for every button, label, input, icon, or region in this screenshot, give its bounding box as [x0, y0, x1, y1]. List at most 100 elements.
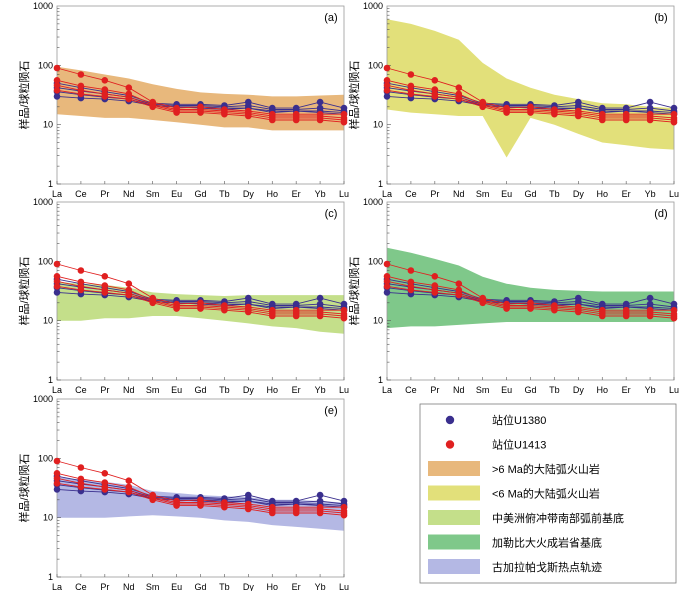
legend-label-gt6: >6 Ma的大陆弧火山岩 — [492, 462, 600, 476]
panel-label-a: (a) — [324, 12, 337, 24]
x-tick-label-Eu-c: Eu — [171, 385, 182, 395]
point-U1413-0-Pr-panel-d — [431, 273, 439, 280]
x-tick-label-La-a: La — [52, 189, 62, 199]
x-tick-label-Ho-d: Ho — [596, 385, 608, 395]
point-U1413-3-Tb-panel-b — [551, 110, 558, 118]
y-tick-label-c: 1 — [48, 375, 53, 385]
x-tick-label-Tb-d: Tb — [549, 385, 560, 395]
x-tick-label-La-e: La — [52, 582, 62, 591]
y-tick-label-c: 1000 — [33, 197, 53, 207]
panel-e: 1 10 100 1000 La Ce Pr Nd Sm Eu Gd Tb Dy Ho Er Yb Lu 样品/球… — [17, 394, 349, 591]
x-tick-label-Ce-c: Ce — [75, 385, 87, 395]
point-U1380-0-Yb-panel-b — [646, 98, 654, 106]
point-U1413-0-Pr-panel-e — [101, 470, 109, 477]
x-tick-label-Nd-d: Nd — [453, 385, 465, 395]
point-U1413-3-Pr-panel-e — [101, 486, 109, 493]
point-U1413-3-Yb-panel-e — [316, 509, 324, 517]
x-tick-label-Dy-c: Dy — [243, 385, 254, 395]
x-tick-label-Tb-e: Tb — [219, 582, 230, 591]
point-U1413-0-La-panel-b — [383, 64, 391, 72]
point-U1413-3-Nd-panel-d — [455, 291, 463, 299]
y-tick-label-c: 100 — [38, 256, 53, 266]
y-tick-label-b: 100 — [368, 60, 383, 70]
point-U1413-0-La-panel-d — [383, 260, 391, 268]
point-U1413-3-Dy-panel-c — [245, 308, 252, 316]
x-tick-label-Sm-e: Sm — [146, 582, 160, 591]
point-U1413-0-Nd-panel-d — [455, 280, 463, 288]
y-tick-label-b: 1000 — [363, 1, 383, 11]
legend-swatch-hot — [428, 559, 480, 574]
point-U1413-3-Yb-panel-d — [646, 312, 654, 320]
point-U1413-3-Yb-panel-b — [646, 116, 654, 124]
point-U1413-3-Er-panel-c — [292, 312, 300, 320]
point-U1413-3-Ho-panel-b — [599, 116, 606, 124]
point-U1413-3-Eu-panel-c — [173, 305, 180, 312]
legend-label-u1413: 站位U1413 — [492, 438, 546, 452]
legend: 站位U1380 站位U1413 >6 Ma的大陆弧火山岩 <6 Ma的大陆弧火山岩中美… — [419, 403, 677, 584]
legend-swatch-lt6 — [428, 485, 480, 501]
x-tick-label-La-c: La — [52, 385, 62, 395]
point-U1413-3-Pr-panel-b — [431, 93, 439, 100]
x-tick-label-Gd-d: Gd — [524, 385, 536, 395]
point-U1413-3-Ho-panel-c — [269, 312, 276, 320]
x-tick-label-Er-e: Er — [292, 582, 301, 591]
x-tick-label-Yb-c: Yb — [315, 385, 326, 395]
point-U1413-3-Er-panel-d — [622, 312, 630, 320]
point-U1413-3-Sm-panel-a — [149, 103, 156, 111]
point-U1413-0-Pr-panel-b — [431, 77, 439, 84]
point-U1413-0-Ce-panel-a — [77, 71, 85, 78]
point-U1413-3-Ho-panel-e — [269, 509, 276, 517]
y-tick-label-d: 1 — [378, 375, 383, 385]
legend-swatch-gal — [428, 534, 480, 550]
x-tick-label-Pr-c: Pr — [100, 385, 109, 395]
x-tick-label-Gd-e: Gd — [194, 582, 206, 591]
point-U1413-0-Ce-panel-c — [77, 267, 85, 274]
x-tick-label-Lu-a: Lu — [339, 189, 349, 199]
point-U1413-0-Ce-panel-e — [77, 464, 85, 471]
x-tick-label-Ce-a: Ce — [75, 189, 87, 199]
x-tick-label-Dy-e: Dy — [243, 582, 254, 591]
point-U1413-3-Er-panel-a — [292, 116, 300, 124]
legend-label-gal: 加勒比大火成岩省基底 — [492, 536, 602, 550]
point-U1413-3-Gd-panel-c — [197, 305, 204, 312]
point-U1413-3-Er-panel-b — [622, 116, 630, 124]
point-U1380-3-La-panel-d — [383, 289, 391, 296]
point-U1380-0-Yb-panel-a — [316, 98, 324, 106]
x-tick-label-La-d: La — [382, 385, 392, 395]
x-tick-label-Dy-b: Dy — [573, 189, 584, 199]
point-U1413-3-Dy-panel-d — [575, 308, 582, 316]
point-U1413-3-Pr-panel-a — [101, 93, 109, 100]
point-U1413-3-Nd-panel-c — [125, 291, 133, 299]
y-tick-label-c: 10 — [43, 316, 53, 326]
point-U1413-2-La-panel-c — [53, 278, 61, 285]
y-tick-label-d: 10 — [373, 316, 383, 326]
y-tick-label-a: 1000 — [33, 1, 53, 11]
point-U1413-0-Ce-panel-d — [407, 267, 415, 274]
point-U1413-0-Nd-panel-e — [125, 477, 133, 485]
point-U1413-3-Tb-panel-a — [221, 110, 228, 118]
point-U1413-3-Pr-panel-c — [101, 289, 109, 296]
point-U1380-3-La-panel-a — [53, 93, 61, 100]
x-tick-label-Ho-e: Ho — [266, 582, 278, 591]
panel-c: 1 10 100 1000 La Ce Pr Nd Sm Eu Gd Tb Dy Ho Er Yb Lu 样品/球… — [17, 197, 349, 395]
point-U1413-0-La-panel-e — [53, 457, 61, 465]
x-tick-label-Pr-e: Pr — [100, 582, 109, 591]
point-U1413-0-Nd-panel-b — [455, 84, 463, 91]
legend-label-cam: 中美洲俯冲带南部弧前基底 — [492, 511, 624, 525]
panel-label-e: (e) — [324, 405, 337, 417]
x-tick-label-Dy-a: Dy — [243, 189, 254, 199]
point-U1413-3-Gd-panel-e — [197, 502, 204, 509]
point-U1413-3-Yb-panel-c — [316, 312, 324, 320]
x-tick-label-Nd-b: Nd — [453, 189, 465, 199]
point-U1413-3-Dy-panel-e — [245, 505, 252, 513]
panel-label-d: (d) — [654, 208, 667, 220]
x-tick-label-Eu-a: Eu — [171, 189, 182, 199]
x-tick-label-Er-b: Er — [622, 189, 631, 199]
x-tick-label-Tb-c: Tb — [219, 385, 230, 395]
y-tick-label-e: 10 — [43, 513, 53, 523]
point-U1413-1-La-panel-a — [53, 77, 61, 84]
point-U1380-3-La-panel-c — [53, 289, 61, 296]
point-U1413-3-Eu-panel-d — [503, 305, 510, 312]
y-axis-label-c: 样品/球粒陨石 — [17, 256, 31, 325]
